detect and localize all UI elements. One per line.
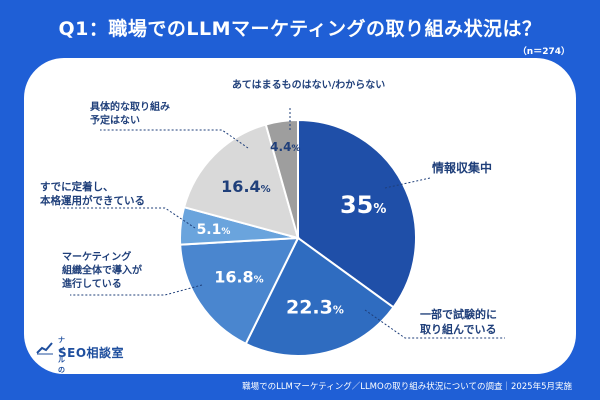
leader-line (70, 284, 203, 296)
slice-value-label: 4.4% (270, 140, 300, 154)
chart-title: Q1：職場でのLLMマーケティングの取り組み状況は？ (58, 18, 542, 40)
leader-line (100, 129, 249, 149)
leader-line (364, 309, 505, 339)
pie-slice (244, 236, 395, 357)
slice-value-label: 35% (340, 191, 386, 219)
slice-value-label: 5.1% (197, 222, 231, 238)
slice-value-label: 16.8% (214, 268, 264, 287)
source-note: 職場でのLLMマーケティング／LLMOの取り組み状況についての調査｜2025年5… (242, 382, 572, 392)
logo-small-text: ナイルの (58, 336, 65, 374)
pie-slice (264, 118, 299, 239)
slice-value-label: 22.3% (286, 296, 344, 318)
chart-trend-icon (36, 342, 53, 355)
slice-category-label: マーケティング組織全体で導入が進行している (62, 250, 143, 290)
sample-size: （n＝274） (517, 47, 570, 57)
slice-category-label: 具体的な取り組み予定はない (89, 100, 170, 127)
logo-text: SEO相談室 (58, 346, 125, 360)
slice-value-label: 16.4% (221, 177, 271, 196)
slice-category-label: すでに定着し、本格運用ができている (40, 180, 145, 207)
pie-slice (297, 118, 417, 309)
slice-category-label: 情報収集中 (432, 160, 492, 175)
pie-slice (179, 236, 300, 346)
slice-category-label: 一部で試験的に取り組んでいる (420, 307, 497, 336)
slice-category-label: あてはまるものはない/わからない (232, 78, 385, 91)
pie-slice (182, 123, 300, 240)
leader-line (60, 207, 196, 229)
